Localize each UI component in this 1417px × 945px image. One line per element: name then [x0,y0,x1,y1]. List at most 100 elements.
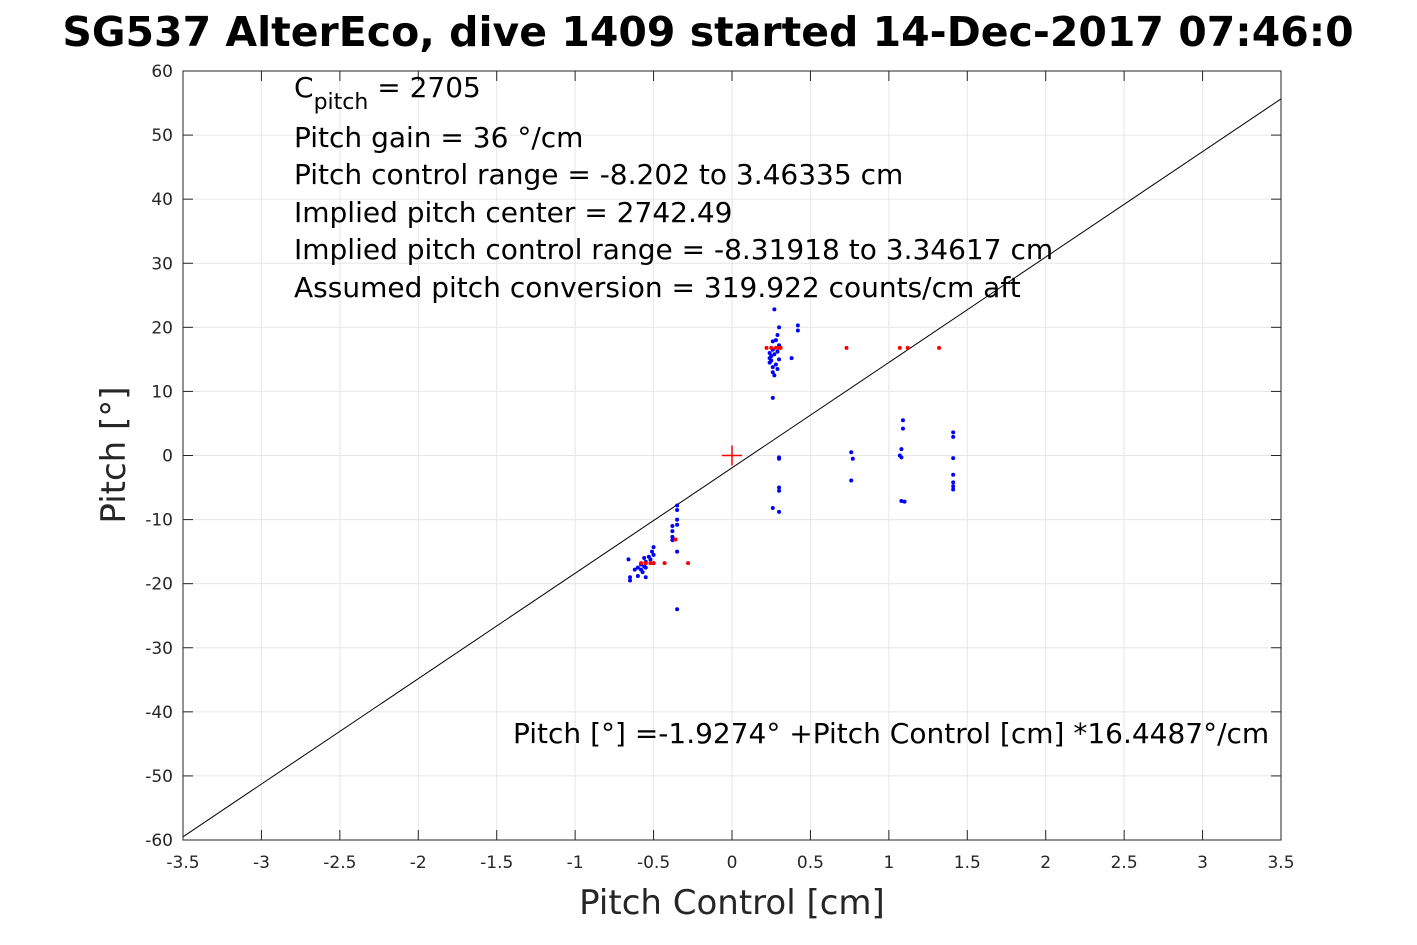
blue-data-point [775,366,780,371]
y-tick-label: -40 [145,703,173,723]
pitch-gain-annotation: Pitch gain = 36 °/cm [294,121,583,154]
blue-data-point [777,357,782,362]
x-tick-label: 0.5 [797,853,824,873]
red-data-point [686,561,691,566]
x-tick-label: -3.5 [166,853,199,873]
x-tick-label: 2.5 [1111,853,1138,873]
blue-data-point [777,488,782,493]
blue-data-point [777,509,782,514]
blue-data-point [675,549,680,554]
pitch-control-range-annotation: Pitch control range = -8.202 to 3.46335 … [294,158,903,191]
blue-data-point [626,557,631,562]
y-tick-label: 20 [151,318,173,338]
x-tick-label: 2 [1040,853,1051,873]
blue-data-point [675,503,680,508]
red-data-point [673,537,678,542]
y-tick-label: 60 [151,62,173,82]
c-pitch-subscript: pitch [314,90,369,115]
blue-data-point [777,456,782,461]
blue-data-point [650,549,655,554]
y-tick-label: -20 [145,575,173,595]
blue-data-point [899,498,904,503]
blue-data-point [640,570,645,575]
red-data-point [937,345,942,350]
blue-data-point [951,472,956,477]
blue-data-point [651,545,656,550]
y-tick-label: 40 [151,190,173,210]
blue-data-point [670,523,675,528]
blue-data-point [670,538,675,543]
chart-title: SG537 AlterEco, dive 1409 started 14-Dec… [62,8,1353,56]
blue-data-point [670,529,675,534]
x-axis-label: Pitch Control [cm] [579,883,885,923]
y-tick-label: -10 [145,511,173,531]
fit-equation-annotation: Pitch [°] =-1.9274° +Pitch Control [cm] … [513,717,1269,750]
x-tick-label: 1 [883,853,894,873]
x-tick-label: -3 [253,853,270,873]
blue-data-point [642,556,647,561]
blue-data-point [643,565,648,570]
blue-data-point [773,338,778,343]
x-tick-label: 3 [1197,853,1208,873]
red-data-point [651,561,656,566]
blue-data-point [772,373,777,378]
blue-data-point [899,455,904,460]
blue-data-point [775,333,780,338]
blue-data-point [769,358,774,363]
x-tick-labels: -3.5 -3 -2.5 -2 -1.5 -1 -0.5 0 0.5 1 1.5 2 2.5 3 3.5 [166,853,1294,873]
blue-data-point [951,487,956,492]
blue-data-point [773,362,778,367]
red-data-point [905,345,910,350]
red-data-point [773,345,778,350]
x-tick-label: -0.5 [637,853,670,873]
blue-data-point [902,499,907,504]
blue-data-point [795,328,800,333]
blue-data-point [772,352,777,357]
y-tick-label: -50 [145,767,173,787]
red-data-point [764,345,769,350]
y-tick-labels: 60 50 40 30 20 10 0 -10 -20 -30 -40 -50 -60 [145,62,173,851]
tick-marks [182,70,1282,841]
blue-data-point [899,447,904,452]
y-tick-label: 50 [151,126,173,146]
red-data-point [662,561,667,566]
blue-data-point [777,325,782,330]
blue-data-point [675,517,680,522]
blue-data-point [777,485,782,490]
red-data-point [769,345,774,350]
blue-data-point [628,575,633,580]
red-data-point [897,345,902,350]
assumed-pitch-conversion-annotation: Assumed pitch conversion = 319.922 count… [294,271,1021,304]
blue-data-point [675,522,680,527]
blue-data-point [951,430,956,435]
axes-box [182,70,1282,841]
blue-data-point [900,426,905,431]
blue-data-point [770,395,775,400]
x-tick-label: -2 [410,853,427,873]
implied-pitch-control-range-annotation: Implied pitch control range = -8.31918 t… [294,233,1053,266]
red-data-point [778,345,783,350]
c-pitch-value: = 2705 [368,71,481,104]
blue-data-point [772,307,777,312]
fit-line-group [182,98,1282,838]
blue-data-point [951,484,956,489]
red-data-point [648,561,653,566]
blue-data-point [643,575,648,580]
blue-data-point [849,450,854,455]
blue-data-point [635,573,640,578]
blue-data-point [651,552,656,557]
y-tick-label: -60 [145,831,173,851]
blue-data-point [775,349,780,354]
y-tick-label: 30 [151,254,173,274]
y-tick-label: -30 [145,639,173,659]
blue-data-point [675,607,680,612]
implied-pitch-center-annotation: Implied pitch center = 2742.49 [294,196,732,229]
blue-data-point [670,534,675,539]
blue-data-point [628,578,633,583]
red-data-point [639,561,644,566]
center-marker-group [722,445,742,466]
y-tick-label: 0 [162,447,173,467]
blue-data-point [769,354,774,359]
red-data-point [643,561,648,566]
blue-data-point [770,339,775,344]
